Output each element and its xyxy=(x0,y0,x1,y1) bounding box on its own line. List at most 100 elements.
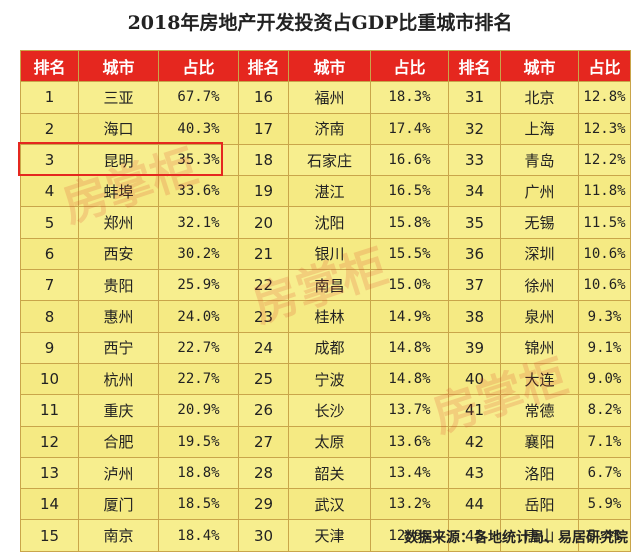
share-cell: 25.9% xyxy=(158,269,239,302)
city-cell: 青岛 xyxy=(500,143,579,177)
ranking-table: 排名 城市 占比 排名 城市 占比 排名 城市 占比 1 三亚 67.7% 16 福州 1… xyxy=(20,49,631,552)
rank-cell: 24 xyxy=(238,331,289,364)
share-cell: 14.8% xyxy=(370,331,449,364)
rank-cell: 17 xyxy=(238,112,289,145)
city-cell: 无锡 xyxy=(500,206,579,239)
table-row: 10 杭州 22.7% 25 宁波 14.8% 40 大连 9.0% xyxy=(20,362,631,396)
rank-cell: 2 xyxy=(20,112,79,145)
share-cell: 18.4% xyxy=(158,519,239,552)
table-row: 9 西宁 22.7% 24 成都 14.8% 39 锦州 9.1% xyxy=(20,331,631,364)
city-cell: 三亚 xyxy=(78,81,159,114)
city-cell: 海口 xyxy=(78,112,159,145)
share-cell: 12.3% xyxy=(578,112,631,145)
share-cell: 18.5% xyxy=(158,488,239,521)
rank-cell: 41 xyxy=(448,394,501,427)
rank-cell: 21 xyxy=(238,237,289,271)
share-cell: 18.3% xyxy=(370,81,449,114)
rank-cell: 30 xyxy=(238,519,289,552)
share-cell: 11.8% xyxy=(578,175,631,208)
share-cell: 32.1% xyxy=(158,206,239,239)
share-cell: 15.5% xyxy=(370,237,449,271)
table-row: 1 三亚 67.7% 16 福州 18.3% 31 北京 12.8% xyxy=(20,81,631,114)
city-cell: 湛江 xyxy=(288,175,371,208)
rank-cell: 6 xyxy=(20,237,79,271)
rank-cell: 34 xyxy=(448,175,501,208)
city-cell: 韶关 xyxy=(288,456,371,490)
city-cell: 长沙 xyxy=(288,394,371,427)
share-cell: 22.7% xyxy=(158,362,239,396)
table-row: 2 海口 40.3% 17 济南 17.4% 32 上海 12.3% xyxy=(20,112,631,145)
rank-cell: 33 xyxy=(448,143,501,177)
share-cell: 24.0% xyxy=(158,300,239,333)
share-cell: 15.8% xyxy=(370,206,449,239)
city-cell: 贵阳 xyxy=(78,269,159,302)
city-cell: 天津 xyxy=(288,519,371,552)
share-cell: 22.7% xyxy=(158,331,239,364)
header-rank: 排名 xyxy=(20,49,79,83)
rank-cell: 44 xyxy=(448,488,501,521)
city-cell: 惠州 xyxy=(78,300,159,333)
share-cell: 16.5% xyxy=(370,175,449,208)
city-cell: 济南 xyxy=(288,112,371,145)
city-cell: 成都 xyxy=(288,331,371,364)
rank-cell: 18 xyxy=(238,143,289,177)
city-cell: 郑州 xyxy=(78,206,159,239)
share-cell: 13.6% xyxy=(370,425,449,458)
city-cell: 桂林 xyxy=(288,300,371,333)
rank-cell: 36 xyxy=(448,237,501,271)
city-cell: 唐山 xyxy=(500,519,579,552)
header-rank: 排名 xyxy=(238,49,289,83)
share-cell: 15.0% xyxy=(370,269,449,302)
city-cell: 大连 xyxy=(500,362,579,396)
header-share: 占比 xyxy=(158,49,239,83)
city-cell: 蚌埠 xyxy=(78,175,159,208)
page-title: 2018年房地产开发投资占GDP比重城市排名 xyxy=(127,12,513,34)
rank-cell: 10 xyxy=(20,362,79,396)
share-cell: 16.6% xyxy=(370,143,449,177)
share-cell: 40.3% xyxy=(158,112,239,145)
rank-cell: 14 xyxy=(20,488,79,521)
city-cell: 合肥 xyxy=(78,425,159,458)
rank-cell: 40 xyxy=(448,362,501,396)
rank-cell: 43 xyxy=(448,456,501,490)
table-row: 7 贵阳 25.9% 22 南昌 15.0% 37 徐州 10.6% xyxy=(20,269,631,302)
city-cell: 银川 xyxy=(288,237,371,271)
rank-cell: 35 xyxy=(448,206,501,239)
table-row: 6 西安 30.2% 21 银川 15.5% 36 深圳 10.6% xyxy=(20,237,631,271)
table-row: 12 合肥 19.5% 27 太原 13.6% 42 襄阳 7.1% xyxy=(20,425,631,458)
rank-cell: 13 xyxy=(20,456,79,490)
share-cell: 20.9% xyxy=(158,394,239,427)
city-cell: 广州 xyxy=(500,175,579,208)
share-cell: 7.1% xyxy=(578,425,631,458)
rank-cell: 25 xyxy=(238,362,289,396)
share-cell: 30.2% xyxy=(158,237,239,271)
table-row: 13 泸州 18.8% 28 韶关 13.4% 43 洛阳 6.7% xyxy=(20,456,631,490)
share-cell: 12.8% xyxy=(578,81,631,114)
rank-cell: 28 xyxy=(238,456,289,490)
share-cell: 33.6% xyxy=(158,175,239,208)
city-cell: 重庆 xyxy=(78,394,159,427)
city-cell: 南昌 xyxy=(288,269,371,302)
city-cell: 岳阳 xyxy=(500,488,579,521)
share-cell: 6.7% xyxy=(578,456,631,490)
city-cell: 泸州 xyxy=(78,456,159,490)
share-cell: 10.6% xyxy=(578,237,631,271)
city-cell: 厦门 xyxy=(78,488,159,521)
share-cell: 8.2% xyxy=(578,394,631,427)
city-cell: 石家庄 xyxy=(288,143,371,177)
rank-cell: 16 xyxy=(238,81,289,114)
table-body: 1 三亚 67.7% 16 福州 18.3% 31 北京 12.8% 2 海口 40.3% 17 济南 17… xyxy=(20,81,631,552)
share-cell: 10.6% xyxy=(578,269,631,302)
share-cell: 13.7% xyxy=(370,394,449,427)
table-row: 11 重庆 20.9% 26 长沙 13.7% 41 常德 8.2% xyxy=(20,394,631,427)
table-row: 4 蚌埠 33.6% 19 湛江 16.5% 34 广州 11.8% xyxy=(20,175,631,208)
city-cell: 西宁 xyxy=(78,331,159,364)
table-row: 15 南京 18.4% 30 天津 12.9% 45 唐山 5.4% xyxy=(20,519,631,552)
rank-cell: 19 xyxy=(238,175,289,208)
header-city: 城市 xyxy=(500,49,579,83)
share-cell: 17.4% xyxy=(370,112,449,145)
city-cell: 北京 xyxy=(500,81,579,114)
city-cell: 常德 xyxy=(500,394,579,427)
city-cell: 西安 xyxy=(78,237,159,271)
rank-cell: 37 xyxy=(448,269,501,302)
